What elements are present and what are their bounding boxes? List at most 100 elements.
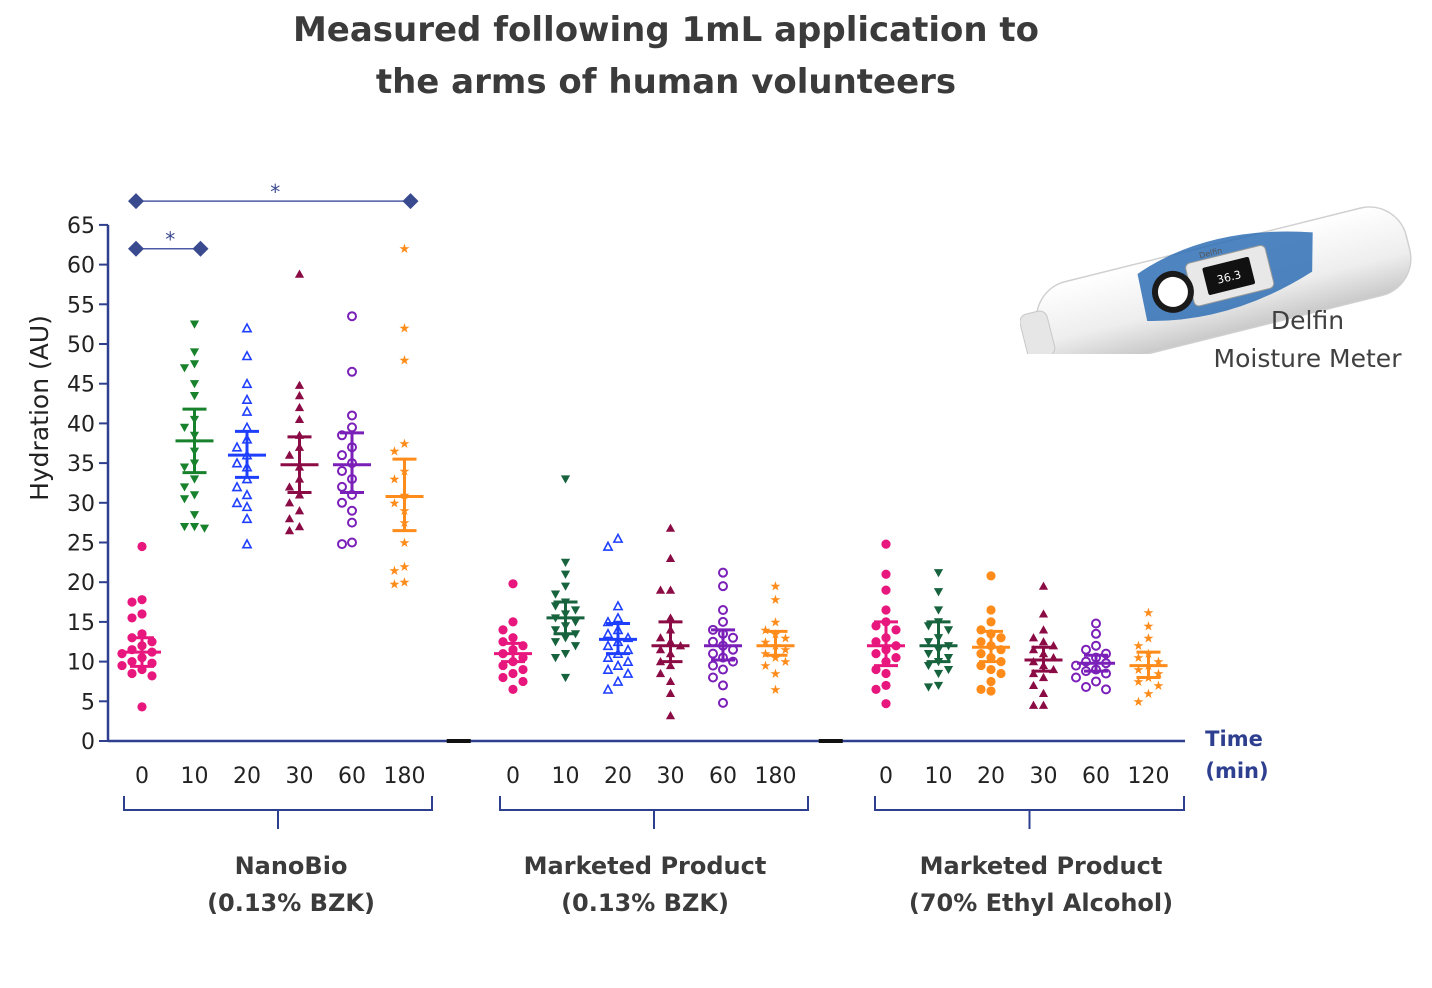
data-point	[241, 322, 253, 333]
data-point: ★	[770, 615, 782, 630]
y-axis-label: Hydration (AU)	[25, 315, 54, 501]
data-point	[871, 649, 881, 659]
data-point	[127, 613, 137, 623]
data-point	[189, 392, 200, 401]
x-tick-label: 10	[181, 764, 209, 789]
data-point	[891, 653, 901, 663]
meter-knob	[1157, 276, 1188, 307]
data-point: ★	[1143, 619, 1155, 634]
data-point	[996, 633, 1006, 643]
x-tick-label: 30	[286, 764, 314, 789]
data-point	[708, 648, 718, 659]
data-point	[881, 585, 891, 595]
data-point	[498, 660, 508, 671]
x-tick-label: 0	[135, 764, 149, 789]
data-point	[550, 638, 561, 647]
device-label: Delfin Moisture Meter	[1190, 302, 1425, 378]
data-point: ★	[1143, 606, 1155, 621]
data-point	[294, 391, 305, 400]
data-point	[294, 269, 305, 278]
data-point	[518, 676, 528, 687]
data-point	[337, 430, 347, 441]
x-tick-label: 30	[657, 764, 685, 789]
data-point	[943, 654, 954, 663]
data-point	[708, 660, 718, 671]
data-point	[881, 539, 891, 549]
significance-asterisk: *	[270, 180, 280, 204]
x-tick-label: 10	[552, 764, 580, 789]
data-point: ★	[389, 496, 401, 511]
data-point	[231, 441, 243, 452]
y-tick-label: 20	[67, 571, 95, 596]
data-point	[189, 523, 200, 532]
data-point	[518, 664, 528, 675]
data-point	[241, 393, 253, 404]
data-point	[179, 495, 190, 504]
data-point: ★	[399, 242, 411, 257]
data-point	[560, 673, 571, 683]
data-point	[284, 482, 295, 491]
data-point	[498, 637, 508, 647]
data-point	[718, 567, 728, 578]
data-point	[881, 699, 891, 709]
data-point	[179, 423, 190, 432]
data-point	[612, 532, 624, 543]
significance-diamond	[402, 193, 419, 210]
data-point	[1038, 609, 1049, 618]
y-tick-label: 0	[81, 730, 95, 755]
moisture-meter-drawing: 36.3 Delfin	[1019, 206, 1412, 371]
data-point	[655, 668, 666, 678]
y-tick-label: 65	[67, 214, 95, 239]
data-point: ★	[399, 322, 411, 337]
data-point	[231, 496, 243, 508]
data-point	[241, 538, 253, 549]
data-point	[655, 585, 666, 594]
data-point	[294, 490, 305, 499]
data-point	[1038, 700, 1049, 709]
data-point	[508, 633, 518, 643]
data-point	[1028, 668, 1039, 678]
data-point	[986, 617, 996, 627]
data-point	[241, 350, 253, 361]
data-point	[189, 320, 200, 329]
data-point	[347, 537, 357, 548]
data-point	[976, 625, 986, 635]
group-label-line-1: Marketed Product	[920, 852, 1163, 880]
data-point	[294, 506, 305, 515]
data-point: ★	[760, 635, 772, 650]
data-point: ★	[770, 593, 782, 608]
data-point	[1081, 656, 1091, 667]
data-point	[179, 523, 190, 532]
data-point	[241, 377, 253, 389]
data-point: ★	[1153, 679, 1165, 694]
x-tick-label: 0	[879, 764, 893, 789]
data-point: ★	[1143, 687, 1155, 702]
group-label-line-1: NanoBio	[235, 852, 348, 880]
data-point	[337, 481, 347, 492]
data-point	[241, 421, 253, 432]
data-point	[337, 466, 347, 477]
data-point	[127, 668, 137, 679]
title-line-1: Measured following 1mL application to	[292, 10, 1040, 50]
data-point	[622, 667, 634, 678]
data-point	[923, 661, 934, 671]
data-point	[1091, 618, 1101, 629]
data-point	[508, 684, 518, 694]
data-point	[231, 457, 243, 468]
data-point	[923, 622, 934, 631]
data-point	[996, 668, 1006, 679]
data-point	[231, 481, 243, 492]
data-point	[337, 450, 347, 461]
data-point	[665, 688, 676, 697]
data-point	[241, 512, 253, 524]
data-point	[550, 626, 561, 635]
data-point: ★	[1133, 695, 1145, 710]
data-point	[1028, 680, 1039, 690]
data-point	[1038, 637, 1049, 646]
data-point	[284, 498, 295, 507]
device-label-line-1: Delfin	[1270, 306, 1345, 335]
group-label-line-1: Marketed Product	[524, 852, 767, 880]
data-point	[294, 522, 305, 531]
x-tick-label: 20	[977, 764, 1005, 789]
data-point	[179, 364, 190, 373]
